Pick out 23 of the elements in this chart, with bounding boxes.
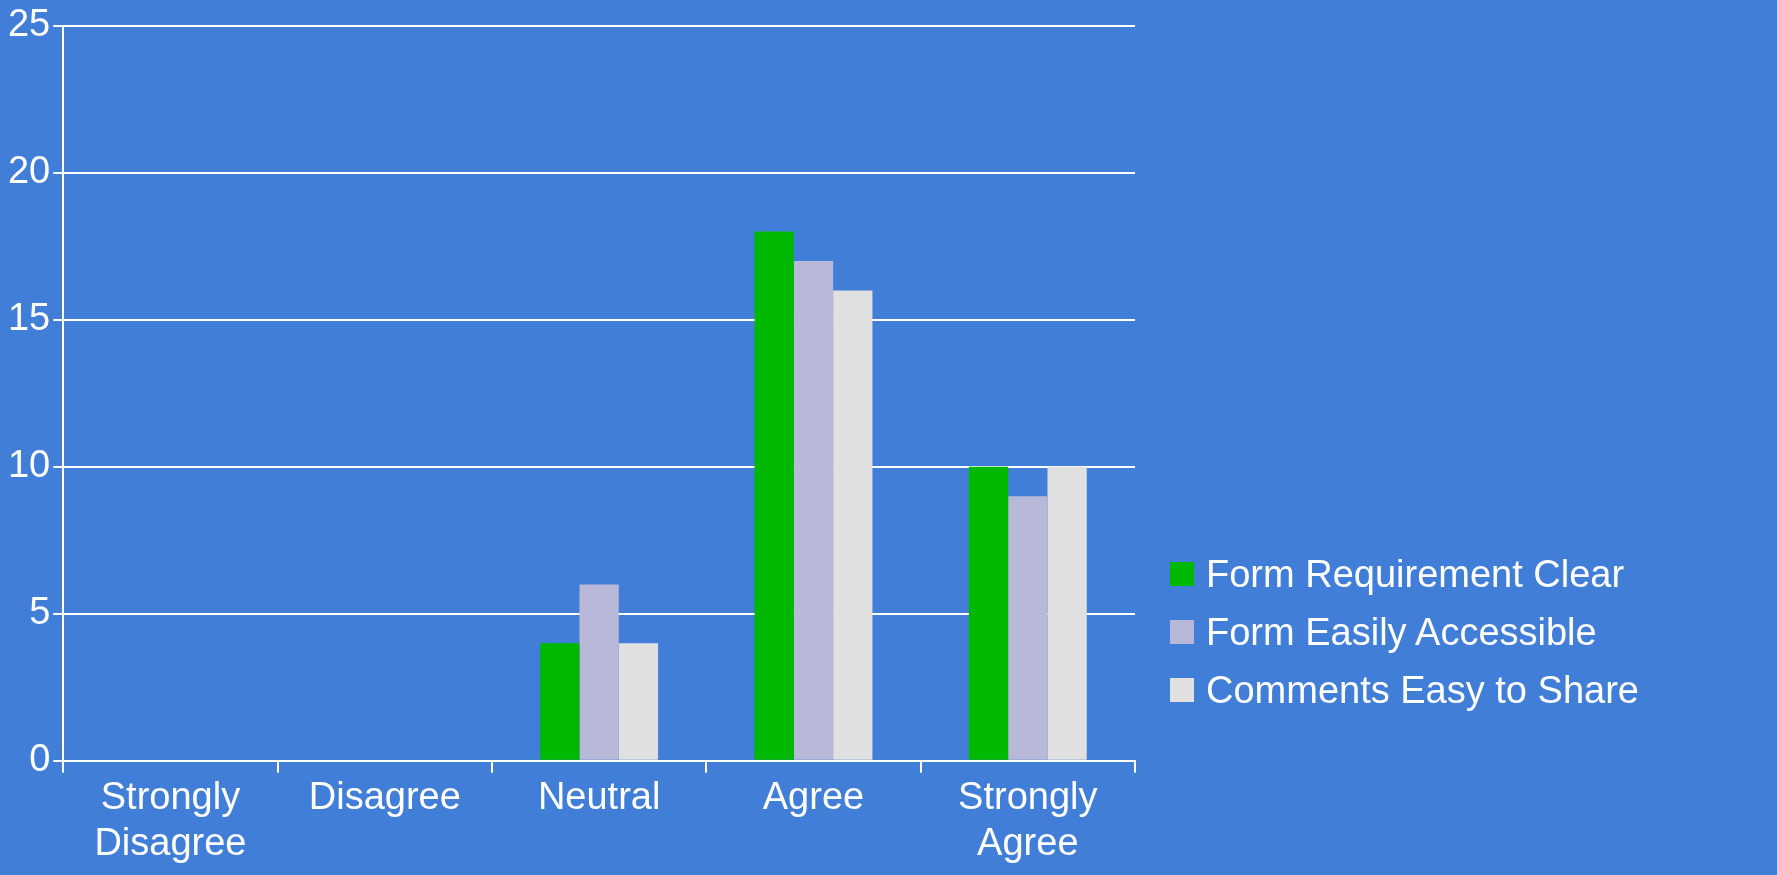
x-tick-label: Strongly Disagree — [94, 775, 247, 863]
bar — [1047, 466, 1087, 760]
x-tick-label: Disagree — [308, 775, 461, 818]
legend-label: Comments Easy to Share — [1206, 668, 1639, 713]
x-tick-label: Agree — [762, 775, 865, 818]
x-tick-label: Strongly Agree — [958, 775, 1098, 863]
y-tick-label: 5 — [29, 590, 51, 633]
x-tick-label: Neutral — [537, 775, 661, 818]
bar — [540, 643, 580, 760]
bar — [968, 466, 1009, 760]
y-tick-label: 25 — [7, 2, 51, 45]
bar — [1008, 496, 1048, 760]
y-tick-label: 15 — [7, 296, 51, 339]
y-tick-label: 20 — [7, 149, 51, 192]
bar — [793, 261, 834, 760]
legend-label: Form Requirement Clear — [1206, 552, 1625, 597]
y-tick-label: 10 — [7, 443, 51, 486]
bar — [618, 643, 659, 760]
bar — [754, 231, 794, 760]
legend-label: Form Easily Accessible — [1206, 610, 1597, 655]
y-tick-label: 0 — [29, 737, 51, 780]
bar — [833, 290, 873, 760]
bar — [579, 584, 619, 760]
